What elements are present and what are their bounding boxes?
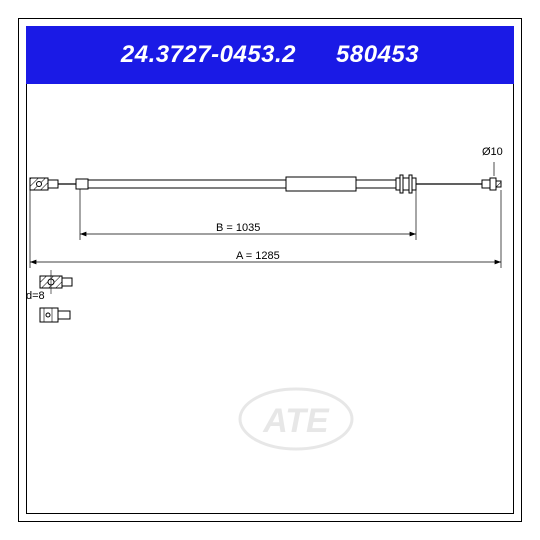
label-dim-d: d=8 — [26, 290, 45, 302]
svg-text:ATE: ATE — [262, 402, 330, 440]
label-dim-b: B = 1035 — [216, 222, 260, 234]
detail-clevis-2 — [40, 308, 70, 322]
sheath-segment-1 — [88, 180, 286, 188]
watermark-logo: ATE — [236, 384, 356, 454]
header-bar: 24.3727-0453.2 580453 — [26, 26, 514, 84]
left-end-fitting — [30, 178, 58, 190]
ferrule-left — [76, 179, 88, 189]
detail-clevis-1 — [40, 270, 72, 294]
part-number: 24.3727-0453.2 — [121, 41, 296, 69]
label-diameter: Ø10 — [482, 146, 503, 158]
sheath-segment-2 — [356, 180, 396, 188]
diagram-canvas: B = 1035 A = 1285 d=8 Ø10 ATE — [26, 84, 514, 514]
mid-block — [286, 177, 356, 191]
ref-number: 580453 — [336, 41, 419, 69]
connector-block — [396, 178, 416, 190]
right-end-fitting — [482, 178, 501, 190]
connector-lug-1 — [400, 175, 403, 193]
connector-lug-2 — [409, 175, 412, 193]
label-dim-a: A = 1285 — [236, 250, 280, 262]
